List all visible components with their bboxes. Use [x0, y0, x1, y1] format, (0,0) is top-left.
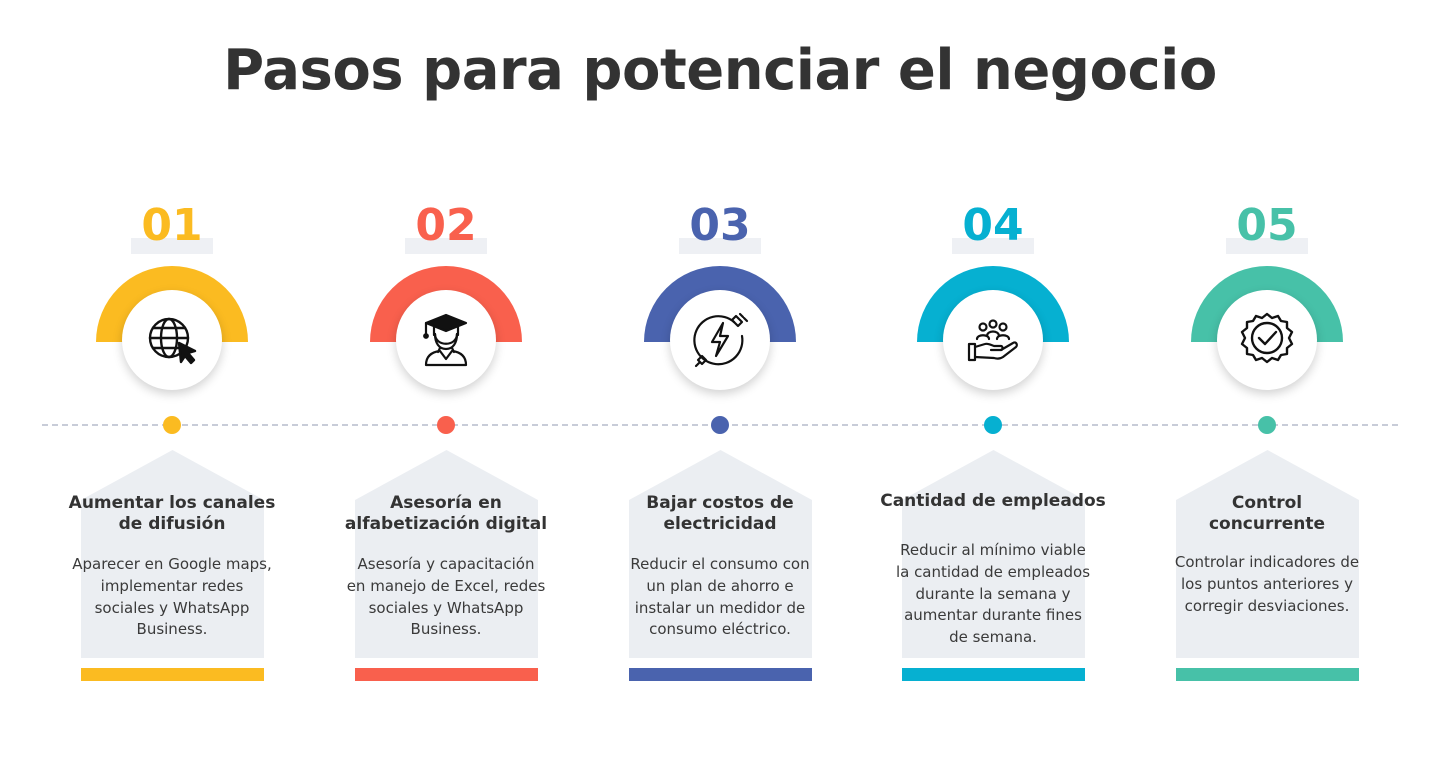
step-2: 02 Asesoría en alfabetización digital As… — [341, 0, 551, 757]
step-description: Controlar indicadores de los puntos ante… — [1174, 553, 1360, 615]
step-card — [355, 450, 538, 658]
check-badge-icon — [1240, 312, 1294, 364]
step-5: 05 Control concurrente Controlar indicad… — [1162, 0, 1372, 757]
step-number: 03 — [689, 200, 751, 251]
timeline-dot — [163, 416, 181, 434]
step-accent-bar — [355, 668, 538, 681]
step-3: 03 Bajar costos de electricidad Reducir … — [615, 0, 825, 757]
step-number-underlay — [1226, 238, 1308, 254]
step-number: 01 — [141, 200, 203, 251]
icon-badge — [670, 290, 770, 390]
step-number: 04 — [962, 200, 1024, 251]
step-card — [629, 450, 812, 658]
step-number: 05 — [1236, 200, 1298, 251]
step-description: Reducir al mínimo viable la cantidad de … — [895, 541, 1091, 647]
step-accent-bar — [902, 668, 1085, 681]
step-description: Reducir el consumo con un plan de ahorro… — [630, 555, 810, 639]
globe-cursor-icon — [148, 317, 197, 365]
step-number-underlay — [952, 238, 1034, 254]
step-1: 01 Aumentar los canales de difusión Apar… — [67, 0, 277, 757]
step-number: 02 — [415, 200, 477, 251]
step-description: Aparecer en Google maps, implementar red… — [72, 555, 272, 639]
step-description: Asesoría y capacitación en manejo de Exc… — [346, 555, 546, 639]
step-card — [81, 450, 264, 658]
step-title: Cantidad de empleados — [880, 491, 1106, 511]
timeline-dot — [1258, 416, 1276, 434]
timeline-dot — [984, 416, 1002, 434]
icon-badge — [396, 290, 496, 390]
step-title: Aumentar los canales de difusión — [68, 493, 276, 534]
step-4: 04 Cantidad de empleados Reducir al míni… — [880, 0, 1106, 757]
icon-badge — [943, 290, 1043, 390]
step-accent-bar — [81, 668, 264, 681]
step-card — [902, 450, 1085, 658]
page-title: Pasos para potenciar el negocio — [223, 38, 1217, 103]
step-card — [1176, 450, 1359, 658]
step-title: Control concurrente — [1208, 493, 1326, 534]
timeline-dot — [711, 416, 729, 434]
step-number-underlay — [679, 238, 761, 254]
step-number-underlay — [131, 238, 213, 254]
icon-badge — [1217, 290, 1317, 390]
hand-people-icon — [967, 319, 1018, 362]
step-accent-bar — [629, 668, 812, 681]
icon-badge — [122, 290, 222, 390]
electricity-plug-icon — [693, 312, 749, 368]
step-number-underlay — [405, 238, 487, 254]
step-accent-bar — [1176, 668, 1359, 681]
timeline-dot — [437, 416, 455, 434]
step-title: Bajar costos de electricidad — [646, 493, 794, 534]
graduate-icon — [423, 313, 468, 367]
step-title: Asesoría en alfabetización digital — [344, 493, 548, 534]
